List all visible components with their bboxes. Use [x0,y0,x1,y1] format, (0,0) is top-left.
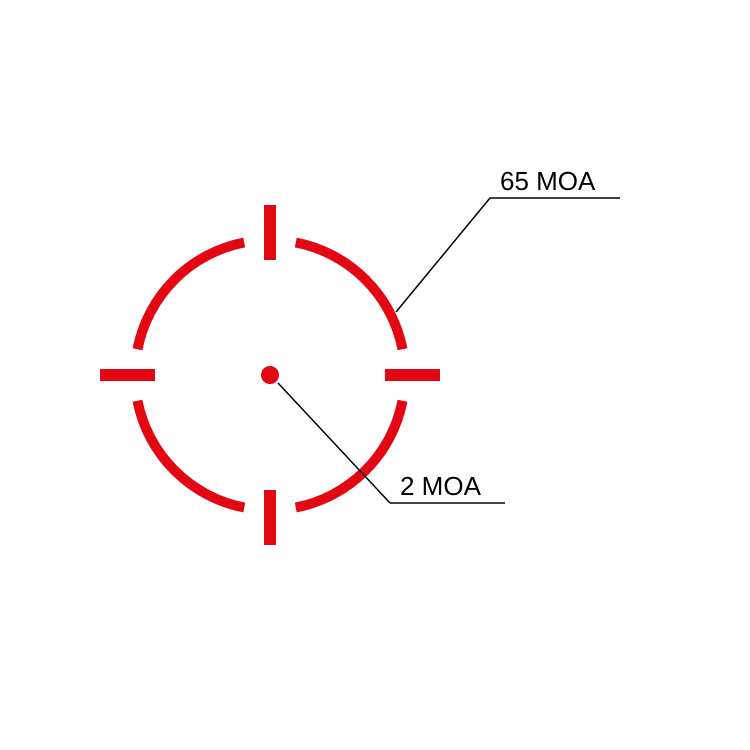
dot-moa-label: 2 MOA [400,471,482,501]
ring-moa-label: 65 MOA [500,166,596,196]
reticle-center-dot [261,366,279,384]
